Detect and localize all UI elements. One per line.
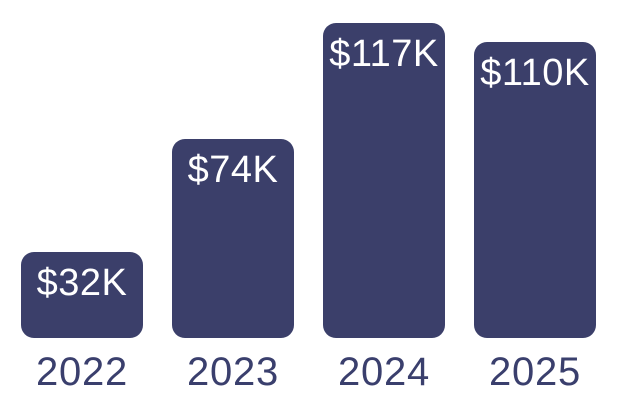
- bar-group-2024: $117K 2024: [323, 0, 445, 401]
- bar-2023: $74K: [172, 139, 294, 338]
- x-axis-label-2024: 2024: [338, 350, 430, 394]
- bar-group-2022: $32K 2022: [21, 0, 143, 401]
- bar-value-label-2025: $110K: [480, 52, 590, 94]
- x-axis-label-2023: 2023: [187, 350, 279, 394]
- bar-2022: $32K: [21, 252, 143, 338]
- bar-2024: $117K: [323, 23, 445, 338]
- x-axis-label-2022: 2022: [36, 350, 128, 394]
- bar-2025: $110K: [474, 42, 596, 338]
- bar-value-label-2023: $74K: [187, 149, 279, 191]
- x-axis-label-2025: 2025: [489, 350, 581, 394]
- bar-value-label-2022: $32K: [36, 262, 128, 304]
- bar-value-label-2024: $117K: [329, 33, 439, 75]
- bar-group-2025: $110K 2025: [474, 0, 596, 401]
- bar-group-2023: $74K 2023: [172, 0, 294, 401]
